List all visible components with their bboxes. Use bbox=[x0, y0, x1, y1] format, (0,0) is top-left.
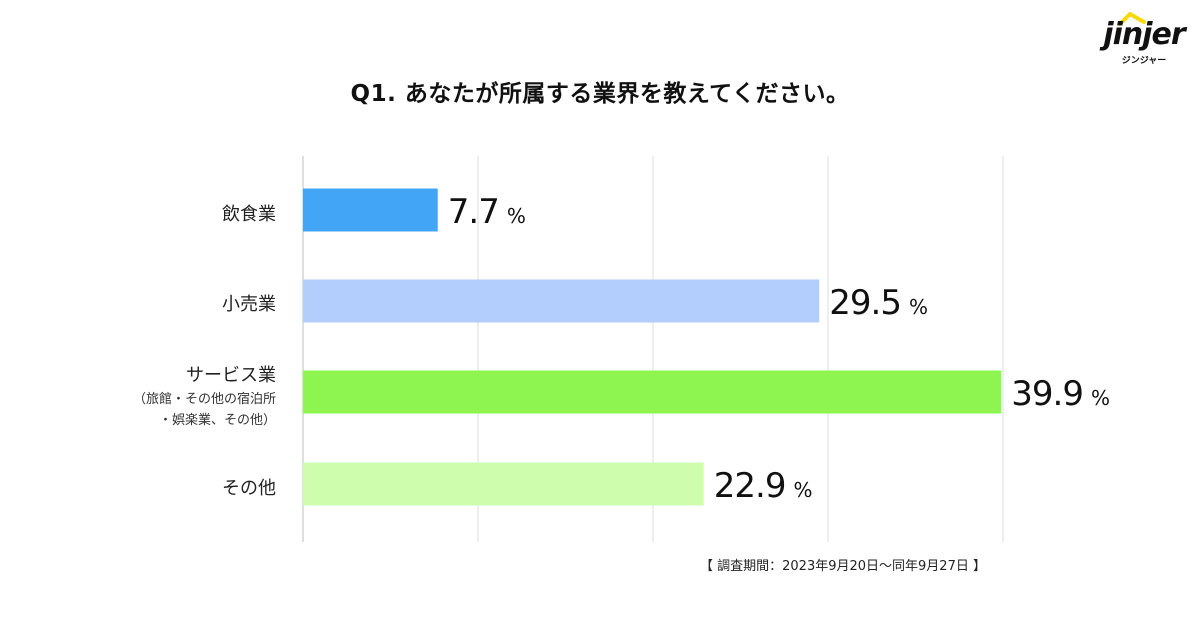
bar-retail bbox=[303, 279, 820, 323]
bar-restaurant bbox=[303, 188, 438, 232]
survey-period-note: 【 調査期間：2023年9月20日〜同年9月27日 】 bbox=[700, 559, 986, 574]
logo-roof-icon bbox=[1118, 12, 1146, 26]
page-title: Q1. あなたが所属する業界を教えてください。 bbox=[350, 81, 850, 107]
bar-other bbox=[303, 462, 704, 506]
category-label-other: その他 bbox=[222, 478, 276, 499]
data-label-other: 22.9% bbox=[714, 466, 813, 506]
category-note-service: （旅館・その他の宿泊所 ・娯楽業、その他） bbox=[132, 392, 276, 428]
jinjer-logo: jinjer ジンジャー bbox=[1098, 8, 1190, 68]
data-label-retail: 29.5% bbox=[829, 283, 928, 323]
logo-wordmark: jinjer bbox=[1103, 17, 1185, 52]
data-label-service: 39.9% bbox=[1011, 374, 1110, 414]
bar-service bbox=[303, 370, 1002, 414]
logo-subtext: ジンジャー bbox=[1121, 56, 1167, 66]
data-label-restaurant: 7.7% bbox=[448, 192, 526, 232]
category-label-restaurant: 飲食業 bbox=[222, 204, 276, 225]
category-label-service: サービス業 bbox=[186, 365, 276, 386]
category-label-retail: 小売業 bbox=[222, 294, 276, 315]
